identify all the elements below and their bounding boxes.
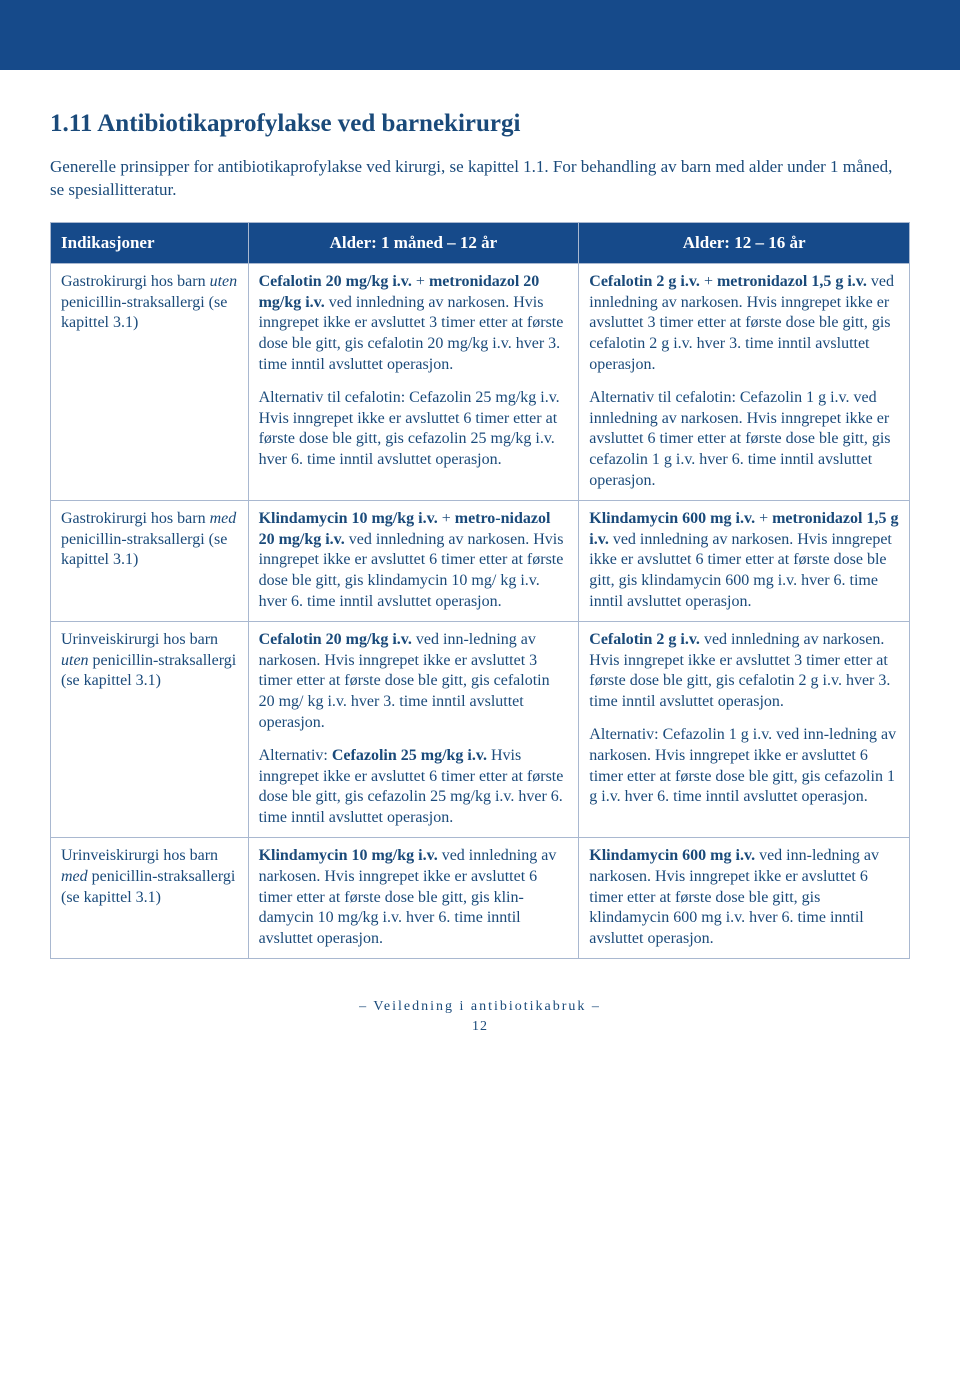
table-cell: Cefalotin 20 mg/kg i.v. + metronidazol 2…: [248, 263, 579, 500]
table-cell: Urinveiskirurgi hos barn med penicillin-…: [51, 838, 249, 959]
page-content: 1.11 Antibiotikaprofylakse ved barnekiru…: [0, 70, 960, 1065]
table-row: Urinveiskirurgi hos barn med penicillin-…: [51, 838, 910, 959]
antibiotics-table: Indikasjoner Alder: 1 måned – 12 år Alde…: [50, 222, 910, 959]
table-header-row: Indikasjoner Alder: 1 måned – 12 år Alde…: [51, 222, 910, 263]
table-row: Gastrokirurgi hos barn uten penicillin-s…: [51, 263, 910, 500]
table-cell: Cefalotin 2 g i.v. ved innledning av nar…: [579, 621, 910, 837]
table-row: Urinveiskirurgi hos barn uten penicillin…: [51, 621, 910, 837]
header-bar: [0, 0, 960, 70]
table-body: Gastrokirurgi hos barn uten penicillin-s…: [51, 263, 910, 958]
col-header-age-12-16: Alder: 12 – 16 år: [579, 222, 910, 263]
page-number: 12: [50, 1019, 910, 1035]
col-header-age-1-12: Alder: 1 måned – 12 år: [248, 222, 579, 263]
table-cell: Gastrokirurgi hos barn med penicillin-st…: [51, 500, 249, 621]
table-cell: Klindamycin 600 mg i.v. ved inn-ledning …: [579, 838, 910, 959]
page-footer: – Veiledning i antibiotikabruk – 12: [50, 999, 910, 1065]
table-cell: Cefalotin 2 g i.v. + metronidazol 1,5 g …: [579, 263, 910, 500]
table-cell: Gastrokirurgi hos barn uten penicillin-s…: [51, 263, 249, 500]
page-title: 1.11 Antibiotikaprofylakse ved barnekiru…: [50, 110, 910, 138]
table-cell: Klindamycin 10 mg/kg i.v. ved innledning…: [248, 838, 579, 959]
footer-text: – Veiledning i antibiotikabruk –: [50, 999, 910, 1015]
table-cell: Urinveiskirurgi hos barn uten penicillin…: [51, 621, 249, 837]
col-header-indikasjoner: Indikasjoner: [51, 222, 249, 263]
table-cell: Klindamycin 600 mg i.v. + metronidazol 1…: [579, 500, 910, 621]
table-cell: Cefalotin 20 mg/kg i.v. ved inn-ledning …: [248, 621, 579, 837]
intro-text: Generelle prinsipper for antibiotikaprof…: [50, 156, 910, 202]
table-row: Gastrokirurgi hos barn med penicillin-st…: [51, 500, 910, 621]
table-cell: Klindamycin 10 mg/kg i.v. + metro-nidazo…: [248, 500, 579, 621]
